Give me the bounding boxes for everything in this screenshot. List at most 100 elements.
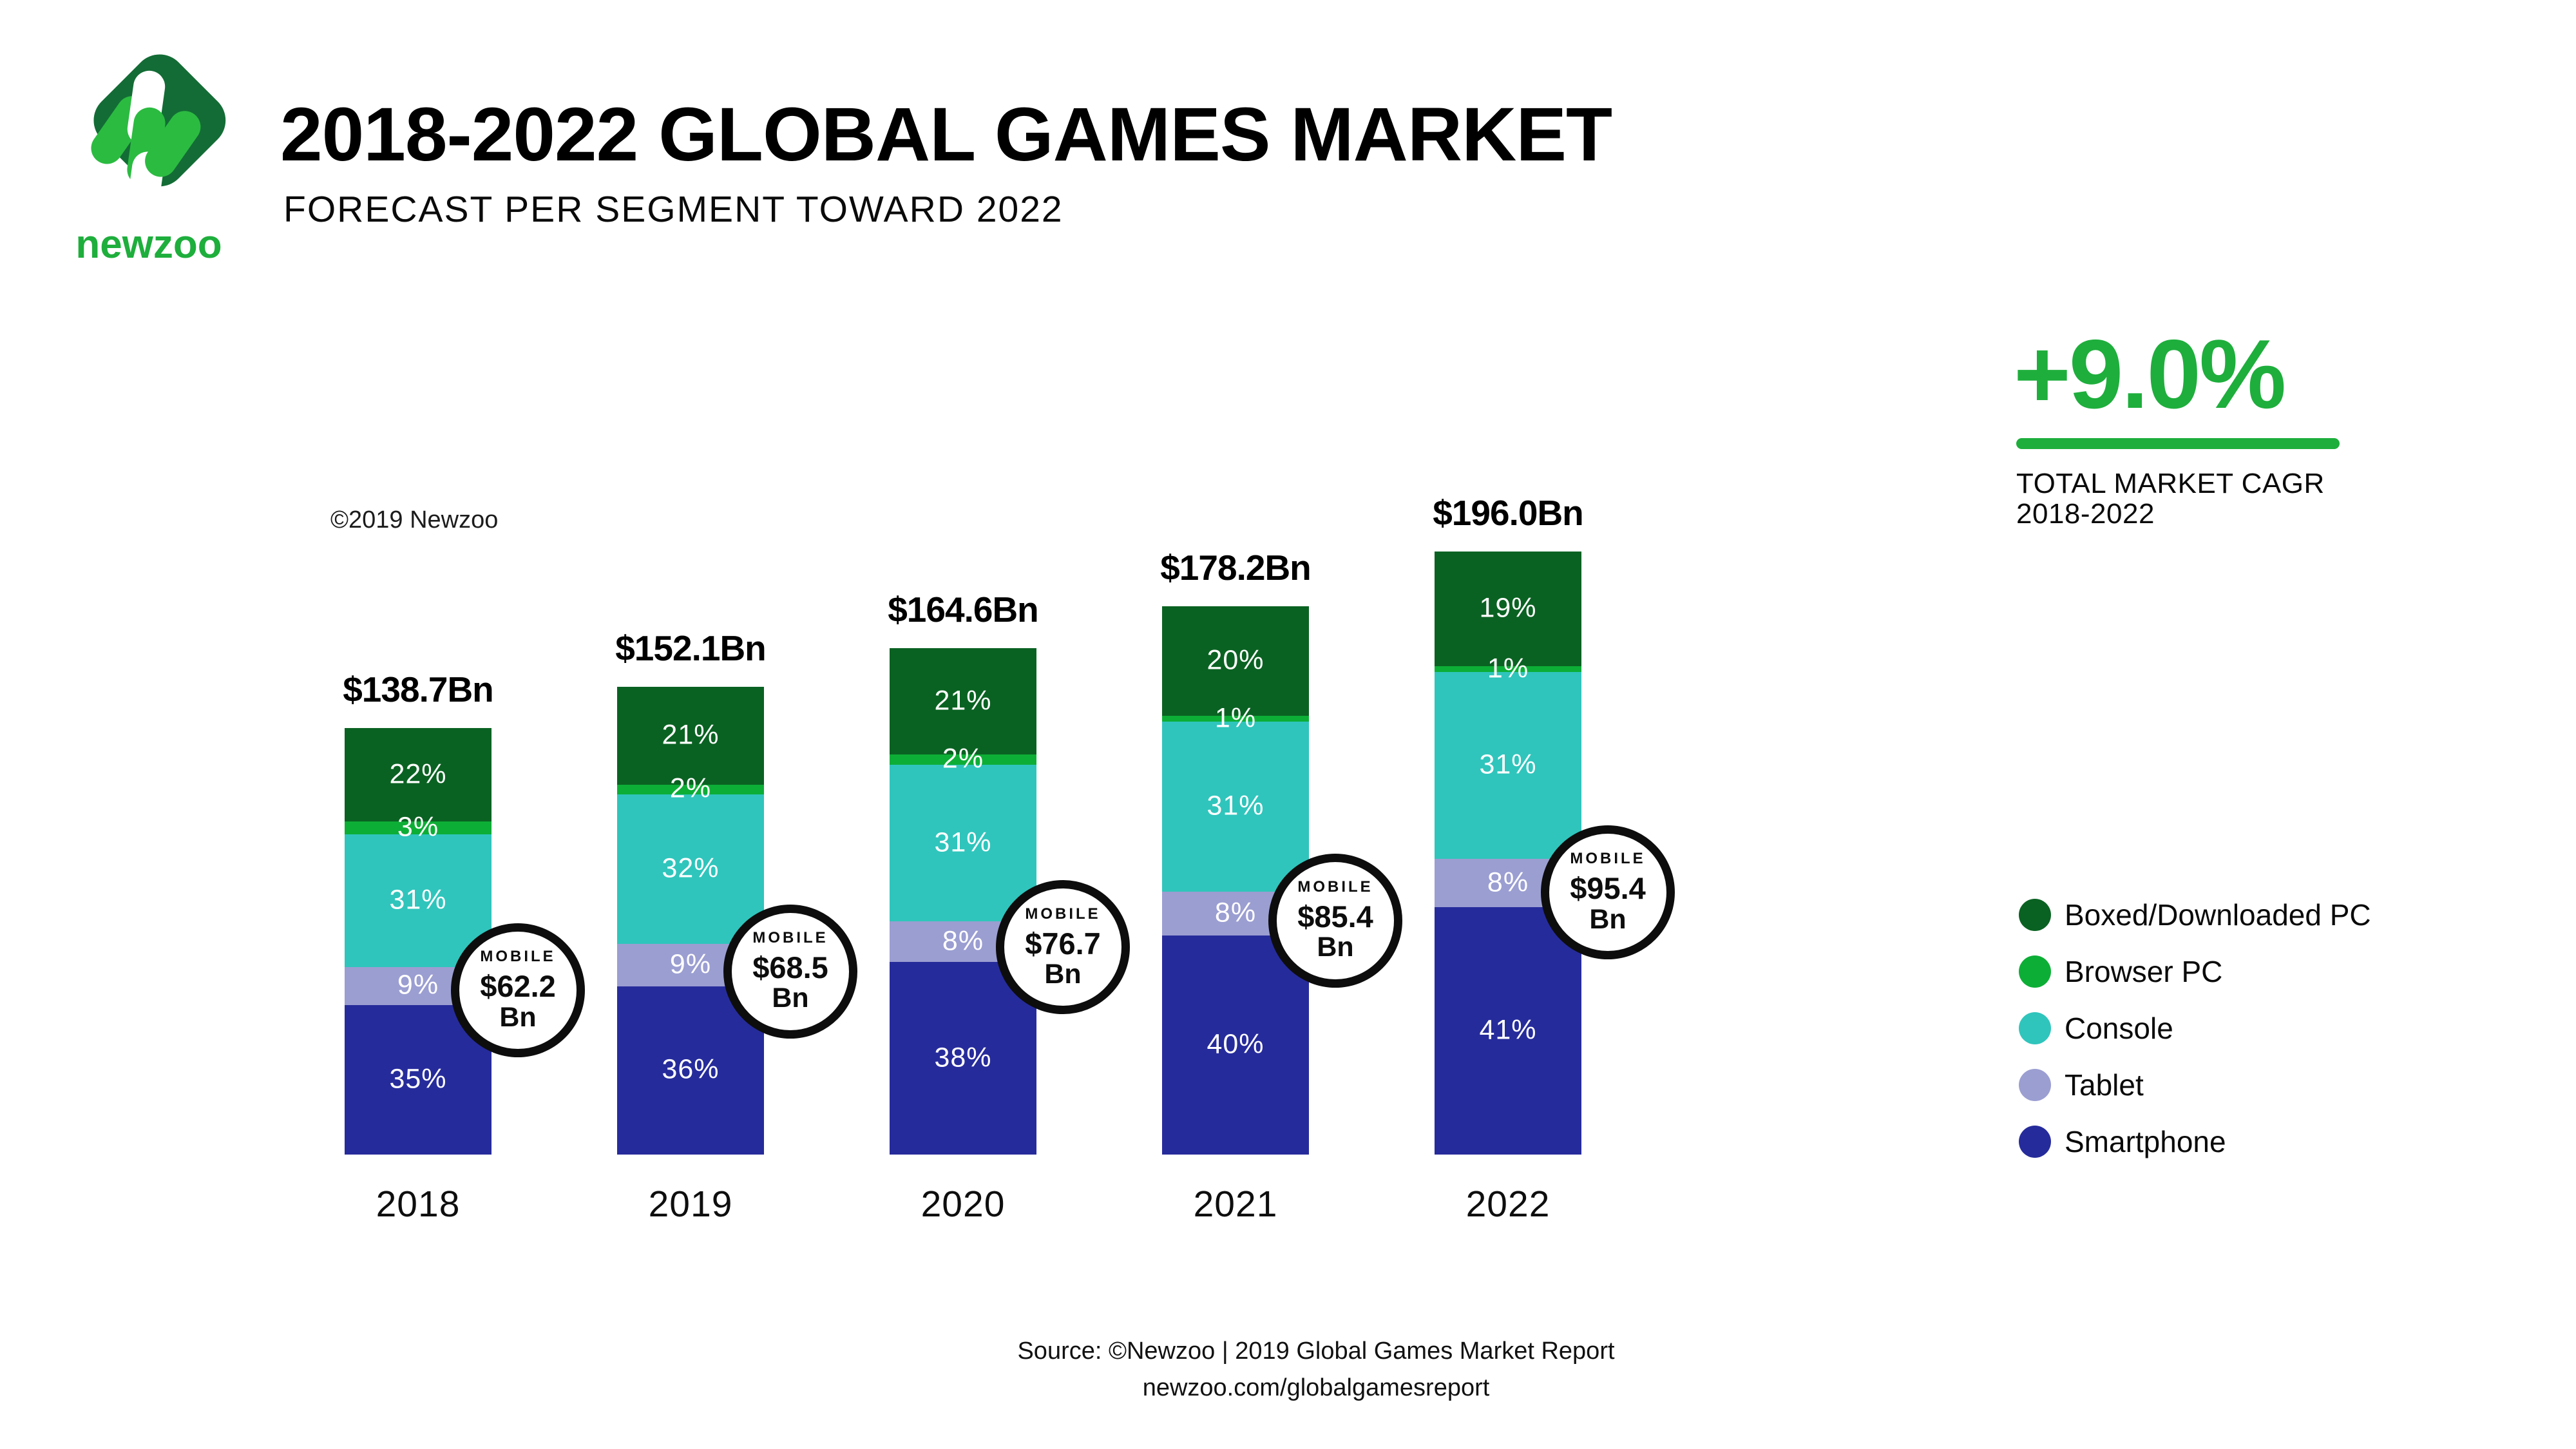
mobile-callout-value: $76.7 <box>1025 926 1101 961</box>
segment-percent-label: 35% <box>389 1063 447 1095</box>
axis-year-label-2020: 2020 <box>921 1184 1006 1225</box>
segment-percent-label: 3% <box>397 811 439 843</box>
legend-item-boxed-downloaded-pc: Boxed/Downloaded PC <box>2019 897 2371 933</box>
segment-percent-label: 21% <box>662 719 720 751</box>
segment-smartphone-2022: 41% <box>1435 907 1581 1155</box>
legend-label: Browser PC <box>2065 955 2223 988</box>
segment-percent-label: 31% <box>1479 749 1537 780</box>
legend-item-browser-pc: Browser PC <box>2019 954 2222 990</box>
segment-percent-label: 9% <box>669 948 712 980</box>
cagr-value: +9.0% <box>2014 320 2286 429</box>
mobile-callout-value: $95.4 <box>1570 871 1646 906</box>
bar-2020: 21% 2% 31% 8% 38% <box>890 648 1036 1155</box>
segment-percent-label: 2% <box>942 743 984 774</box>
mobile-callout-2020: MOBILE $76.7 Bn <box>996 880 1130 1015</box>
legend-label: Console <box>2065 1012 2173 1045</box>
axis-year-label-2022: 2022 <box>1465 1184 1550 1225</box>
source-url: newzoo.com/globalgamesreport <box>1142 1374 1490 1401</box>
segment-percent-label: 9% <box>397 969 439 1001</box>
mobile-callout-unit: Bn <box>1044 958 1082 990</box>
bar-total-label: $152.1Bn <box>615 628 767 668</box>
mobile-callout-2021: MOBILE $85.4 Bn <box>1268 853 1402 988</box>
segment-percent-label: 31% <box>1207 790 1264 821</box>
mobile-callout-title: MOBILE <box>1297 878 1373 896</box>
segment-percent-label: 36% <box>662 1053 720 1085</box>
segment-percent-label: 19% <box>1479 592 1537 624</box>
mobile-callout-unit: Bn <box>772 983 809 1014</box>
legend-label: Tablet <box>2065 1068 2144 1102</box>
legend-dot-icon <box>2019 899 2051 931</box>
bar-2022: 19% 1% 31% 8% 41% <box>1435 552 1581 1155</box>
source-line: Source: ©Newzoo | 2019 Global Games Mark… <box>1017 1338 1615 1365</box>
segment-boxed-downloaded-pc-2018: 22% <box>345 727 491 822</box>
mobile-callout-title: MOBILE <box>752 928 828 946</box>
segment-smartphone-2020: 38% <box>890 962 1036 1155</box>
segment-percent-label: 8% <box>1487 867 1529 898</box>
mobile-callout-2018: MOBILE $62.2 Bn <box>451 923 585 1058</box>
legend-label: Boxed/Downloaded PC <box>2065 898 2371 932</box>
newzoo-wordmark: newzoo <box>75 222 222 267</box>
segment-boxed-downloaded-pc-2022: 19% <box>1435 552 1581 666</box>
legend-dot-icon <box>2019 1126 2051 1158</box>
bar-2021: 20% 1% 31% 8% 40% <box>1162 606 1309 1155</box>
mobile-callout-unit: Bn <box>1589 903 1627 935</box>
mobile-callout-value: $62.2 <box>480 969 556 1004</box>
mobile-callout-value: $85.4 <box>1297 899 1373 934</box>
segment-percent-label: 1% <box>1214 702 1257 734</box>
bar-total-label: $138.7Bn <box>343 669 494 709</box>
segment-browser-pc-2022: 1% <box>1435 653 1581 684</box>
segment-browser-pc-2018: 3% <box>345 812 491 843</box>
segment-percent-label: 1% <box>1487 653 1529 684</box>
segment-percent-label: 8% <box>942 925 984 957</box>
segment-percent-label: 31% <box>389 884 447 916</box>
bar-2018: 22% 3% 31% 9% 35% <box>345 727 491 1155</box>
segment-percent-label: 8% <box>1214 897 1257 928</box>
cagr-label-line2: 2018-2022 <box>2016 498 2155 530</box>
bar-2019: 21% 2% 32% 9% 36% <box>617 686 764 1155</box>
segment-percent-label: 20% <box>1207 644 1264 676</box>
copyright-note: ©2019 Newzoo <box>330 506 499 533</box>
mobile-callout-title: MOBILE <box>1025 905 1101 923</box>
segment-percent-label: 2% <box>669 773 712 805</box>
segment-browser-pc-2020: 2% <box>890 743 1036 774</box>
segment-percent-label: 38% <box>934 1042 992 1073</box>
mobile-callout-title: MOBILE <box>480 948 556 966</box>
page-title: 2018-2022 GLOBAL GAMES MARKET <box>280 92 1612 177</box>
axis-year-label-2021: 2021 <box>1193 1184 1278 1225</box>
legend-dot-icon <box>2019 955 2051 988</box>
cagr-label-line1: TOTAL MARKET CAGR <box>2016 468 2325 499</box>
bar-total-label: $196.0Bn <box>1433 493 1584 533</box>
legend-dot-icon <box>2019 1012 2051 1044</box>
segment-percent-label: 41% <box>1479 1014 1537 1046</box>
segment-percent-label: 32% <box>662 852 720 884</box>
segment-percent-label: 21% <box>934 685 992 716</box>
legend-label: Smartphone <box>2065 1125 2226 1158</box>
segment-percent-label: 22% <box>389 758 447 790</box>
mobile-callout-2022: MOBILE $95.4 Bn <box>1541 825 1675 960</box>
segment-percent-label: 31% <box>934 827 992 858</box>
segment-console-2020: 31% <box>890 764 1036 922</box>
segment-console-2022: 31% <box>1435 672 1581 859</box>
newzoo-logo-icon <box>91 54 226 207</box>
segment-boxed-downloaded-pc-2019: 21% <box>617 686 764 785</box>
segment-browser-pc-2019: 2% <box>617 773 764 804</box>
mobile-callout-unit: Bn <box>1317 932 1354 963</box>
segment-boxed-downloaded-pc-2021: 20% <box>1162 606 1309 716</box>
segment-console-2018: 31% <box>345 834 491 967</box>
legend-item-smartphone: Smartphone <box>2019 1124 2226 1160</box>
mobile-callout-value: $68.5 <box>752 950 828 984</box>
segment-console-2021: 31% <box>1162 721 1309 892</box>
mobile-callout-unit: Bn <box>499 1001 537 1033</box>
axis-year-label-2018: 2018 <box>376 1184 461 1225</box>
segment-browser-pc-2021: 1% <box>1162 702 1309 733</box>
legend-dot-icon <box>2019 1069 2051 1101</box>
bar-total-label: $178.2Bn <box>1160 548 1312 588</box>
mobile-callout-title: MOBILE <box>1570 850 1646 868</box>
cagr-underline <box>2016 438 2340 449</box>
legend-item-tablet: Tablet <box>2019 1067 2144 1103</box>
page-subtitle: FORECAST PER SEGMENT TOWARD 2022 <box>283 189 1064 230</box>
legend-item-console: Console <box>2019 1010 2173 1046</box>
bar-total-label: $164.6Bn <box>888 590 1039 630</box>
axis-year-label-2019: 2019 <box>648 1184 733 1225</box>
